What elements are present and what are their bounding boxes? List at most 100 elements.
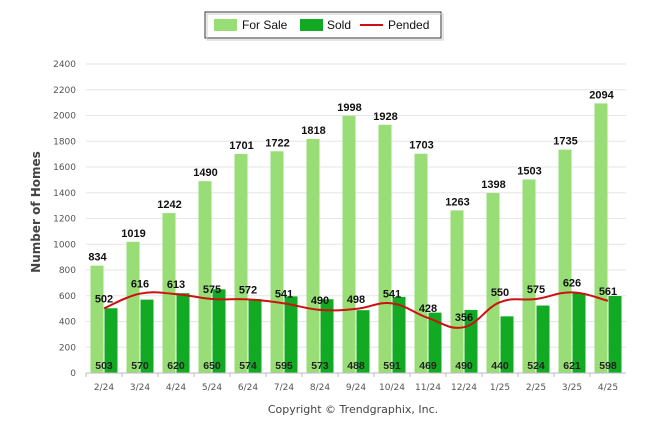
label-sold: 573 — [311, 360, 329, 372]
bar-sold — [104, 308, 118, 373]
y-tick-label: 600 — [59, 292, 76, 302]
label-sold: 490 — [455, 360, 473, 372]
bar-sold — [536, 305, 550, 373]
label-pended: 561 — [599, 286, 617, 298]
bar-for-sale — [342, 115, 356, 373]
bar-sold — [356, 310, 370, 373]
bar-for-sale — [198, 181, 212, 373]
x-tick-label: 3/25 — [562, 383, 582, 393]
label-pended: 541 — [383, 288, 401, 300]
legend: For Sale Sold Pended — [204, 11, 444, 41]
bar-for-sale — [234, 153, 248, 373]
y-tick-label: 2400 — [53, 60, 76, 70]
x-tick-label: 8/24 — [310, 383, 330, 393]
data-labels: 834 503 1019 570 1242 620 1490 650 1701 574 1722 59… — [88, 89, 617, 372]
bar-for-sale — [126, 241, 140, 373]
label-sold: 620 — [167, 360, 185, 372]
y-tick-label: 400 — [59, 318, 76, 328]
label-for-sale: 1735 — [553, 136, 577, 148]
label-pended: 498 — [347, 294, 365, 306]
label-pended: 575 — [527, 284, 545, 296]
bar-sold — [500, 316, 514, 373]
x-tick-label: 1/25 — [490, 383, 510, 393]
label-pended: 550 — [491, 287, 509, 299]
label-for-sale: 1242 — [157, 199, 181, 211]
x-tick-label: 4/24 — [166, 383, 186, 393]
bar-sold — [428, 312, 442, 373]
label-sold: 440 — [491, 360, 509, 372]
bar-for-sale — [378, 124, 392, 374]
bar-for-sale — [594, 103, 608, 374]
x-tick-label: 3/24 — [130, 383, 150, 393]
pended-line-layer — [103, 291, 609, 329]
x-tick-label: 6/24 — [238, 383, 258, 393]
bar-sold — [608, 296, 622, 373]
bar-for-sale — [558, 149, 572, 373]
bar-for-sale — [90, 265, 104, 373]
pended-line — [103, 291, 609, 329]
legend-label-for-sale: For Sale — [242, 18, 288, 32]
grid — [86, 63, 626, 374]
label-for-sale: 1019 — [121, 228, 145, 240]
label-for-sale: 1928 — [373, 111, 397, 123]
x-tick-label: 12/24 — [451, 383, 477, 393]
label-sold: 488 — [347, 360, 365, 372]
bar-for-sale — [486, 193, 500, 373]
label-sold: 570 — [131, 360, 149, 372]
bar-for-sale — [450, 210, 464, 373]
bar-sold — [176, 293, 190, 373]
label-pended: 613 — [167, 279, 185, 291]
label-for-sale: 1398 — [481, 179, 505, 191]
bar-for-sale — [270, 151, 284, 373]
bar-sold — [392, 296, 406, 373]
copyright-text: Copyright © Trendgraphix, Inc. — [268, 403, 438, 416]
label-pended: 490 — [311, 295, 329, 307]
x-tick-label: 11/24 — [415, 383, 441, 393]
x-axis: 2/24 3/24 4/24 5/24 6/24 7/24 8/24 9/24 10/24 11/… — [85, 372, 626, 393]
y-tick-label: 800 — [59, 266, 76, 276]
bar-sold — [320, 299, 334, 373]
bar-for-sale — [414, 153, 428, 373]
legend-swatch-sold — [300, 19, 323, 31]
x-tick-label: 7/24 — [274, 383, 294, 393]
y-tick-label: 1800 — [53, 137, 76, 147]
y-tick-label: 1000 — [53, 240, 76, 250]
x-tick-label: 2/25 — [526, 383, 546, 393]
y-tick-label: 1400 — [53, 189, 76, 199]
label-pended: 356 — [455, 312, 473, 324]
x-tick-label: 10/24 — [379, 383, 405, 393]
label-for-sale: 834 — [88, 252, 107, 264]
label-sold: 650 — [203, 360, 221, 372]
bar-for-sale — [306, 138, 320, 373]
legend-shadow — [206, 13, 444, 41]
y-tick-label: 1200 — [53, 215, 76, 225]
label-pended: 502 — [95, 293, 113, 305]
label-for-sale: 1701 — [229, 140, 253, 152]
label-sold: 503 — [95, 360, 113, 372]
y-tick-label: 2200 — [53, 86, 76, 96]
legend-swatch-for-sale — [214, 19, 237, 31]
label-for-sale: 1998 — [337, 102, 361, 114]
y-tick-label: 2000 — [53, 112, 76, 122]
bar-sold — [284, 296, 298, 373]
label-pended: 428 — [419, 303, 437, 315]
y-axis: 0 200 400 600 800 1000 1200 1400 1600 1800 2000 220… — [53, 60, 76, 379]
bar-sold — [212, 289, 226, 373]
x-tick-label: 4/25 — [598, 383, 618, 393]
legend-label-pended: Pended — [388, 18, 429, 32]
bars — [90, 103, 622, 374]
label-pended: 626 — [563, 277, 581, 289]
y-tick-label: 0 — [70, 369, 76, 379]
label-sold: 574 — [239, 360, 257, 372]
x-tick-label: 5/24 — [202, 383, 222, 393]
label-sold: 621 — [563, 360, 581, 372]
label-for-sale: 1490 — [193, 167, 217, 179]
label-pended: 616 — [131, 279, 149, 291]
label-sold: 469 — [419, 360, 437, 372]
bar-sold — [248, 299, 262, 373]
label-for-sale: 1703 — [409, 140, 433, 152]
label-for-sale: 1263 — [445, 196, 469, 208]
legend-label-sold: Sold — [327, 18, 351, 32]
